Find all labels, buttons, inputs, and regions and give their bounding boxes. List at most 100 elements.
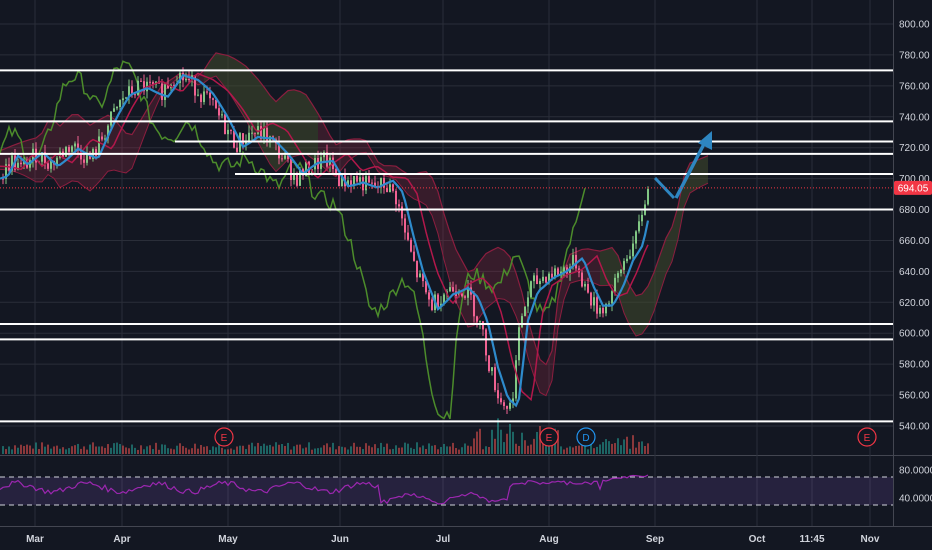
volume-bar — [479, 428, 481, 454]
candle-body — [47, 163, 49, 169]
volume-bar — [305, 447, 307, 454]
volume-bar — [182, 446, 184, 454]
horizontal-levels[interactable] — [0, 69, 893, 423]
candle-body — [413, 251, 415, 261]
time-tick-label: Jul — [436, 534, 451, 545]
volume-bar — [59, 448, 61, 454]
volume-bar — [374, 444, 376, 454]
candle-body — [233, 130, 235, 148]
candle-body — [104, 138, 106, 140]
candle-body — [197, 94, 199, 96]
earnings-marker[interactable]: E — [539, 427, 559, 447]
candle-body — [452, 287, 454, 292]
volume-bar — [437, 449, 439, 454]
volume-bar — [188, 449, 190, 454]
volume-bar — [416, 442, 418, 454]
volume-bar — [20, 444, 22, 454]
drawn-arrows[interactable] — [653, 131, 712, 200]
candle-body — [134, 94, 136, 96]
arrow-head-icon[interactable] — [698, 131, 712, 150]
volume-bar — [284, 445, 286, 454]
marker-label: D — [582, 433, 589, 444]
candle-body — [188, 78, 190, 80]
candle-body — [299, 168, 301, 186]
candle-body — [209, 92, 211, 99]
volume-bar — [449, 446, 451, 454]
conversion-line — [0, 73, 650, 408]
main-pane[interactable] — [0, 0, 893, 455]
candle-body — [500, 398, 502, 403]
volume-bar — [206, 446, 208, 454]
candle-body — [419, 273, 421, 278]
rsi-indicator — [0, 474, 893, 506]
volume-bar — [500, 429, 502, 454]
arrow-up-segment[interactable] — [674, 141, 707, 199]
arrow-down-segment[interactable] — [653, 176, 676, 200]
volume-bar — [614, 443, 616, 454]
time-axis[interactable]: Mar Apr May Jun Jul Aug Sep Oct 11:45 Nov — [26, 534, 880, 545]
candle-body — [491, 367, 493, 372]
volume-bar — [596, 446, 598, 454]
volume-bar — [80, 448, 82, 454]
volume-bar — [131, 444, 133, 454]
volume-bar — [74, 445, 76, 454]
candle-body — [404, 218, 406, 233]
candle-body — [254, 132, 256, 134]
volume-bar — [587, 449, 589, 454]
candle-body — [467, 287, 469, 298]
volume-bar — [44, 446, 46, 454]
volume-bar — [428, 443, 430, 454]
volume-bar — [143, 449, 145, 454]
candle-body — [449, 287, 451, 292]
candle-body — [101, 136, 103, 140]
volume-bar — [362, 448, 364, 454]
volume-bar — [260, 446, 262, 454]
volume-bar — [497, 418, 499, 454]
candle-body — [533, 275, 535, 282]
volume-bar — [116, 442, 118, 454]
volume-bar — [209, 449, 211, 454]
rsi-tick-label: 80.0000 — [899, 466, 932, 477]
price-tick-label: 640.00 — [899, 267, 930, 278]
volume-bars — [2, 418, 649, 454]
candle-body — [290, 158, 292, 180]
volume-bar — [458, 449, 460, 454]
volume-bar — [620, 445, 622, 454]
candle-body — [356, 175, 358, 182]
volume-bar — [323, 445, 325, 454]
time-tick-label: Jun — [331, 534, 349, 545]
volume-bar — [515, 443, 517, 454]
candle-body — [215, 99, 217, 109]
volume-bar — [410, 447, 412, 454]
time-tick-label: Nov — [861, 534, 880, 545]
candle-body — [509, 402, 511, 409]
rsi-pane[interactable] — [0, 455, 893, 526]
candle-body — [554, 268, 556, 278]
candle-body — [119, 100, 121, 108]
volume-bar — [347, 449, 349, 454]
price-tick-label: 760.00 — [899, 81, 930, 92]
volume-bar — [443, 443, 445, 454]
volume-bar — [245, 449, 247, 454]
volume-bar — [407, 443, 409, 454]
price-axis[interactable]: 800.00 780.00 760.00 740.00 720.00 700.00 680.… — [899, 20, 932, 505]
volume-bar — [536, 431, 538, 454]
candle-body — [251, 132, 253, 134]
candle-body — [473, 294, 475, 317]
price-tick-label: 800.00 — [899, 20, 930, 31]
volume-bar — [521, 432, 523, 454]
volume-bar — [368, 445, 370, 454]
volume-bar — [392, 448, 394, 454]
volume-bar — [425, 449, 427, 454]
earnings-marker[interactable]: E — [214, 427, 234, 447]
volume-bar — [452, 442, 454, 454]
candle-body — [98, 136, 100, 156]
volume-bar — [434, 445, 436, 454]
volume-bar — [35, 442, 37, 454]
time-tick-label: Sep — [646, 534, 664, 545]
earnings-marker[interactable]: E — [857, 427, 877, 447]
volume-bar — [356, 446, 358, 454]
dividend-marker[interactable]: D — [576, 427, 596, 447]
